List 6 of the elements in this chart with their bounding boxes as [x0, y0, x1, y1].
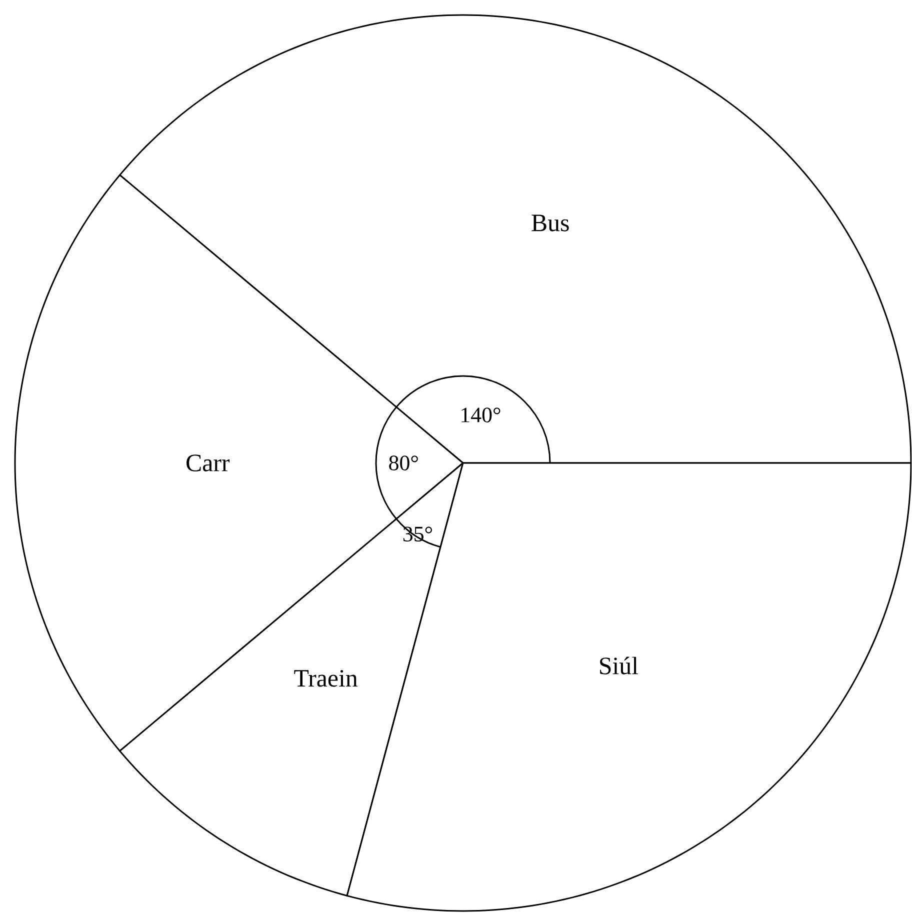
- slice-label: Siúl: [600, 656, 638, 674]
- data-label: 80°: [389, 456, 418, 470]
- slice-label: Traein: [294, 670, 358, 687]
- data-label: 140°: [462, 408, 500, 422]
- slice-label: Carr: [186, 454, 230, 472]
- slice-label: Bus: [532, 214, 569, 232]
